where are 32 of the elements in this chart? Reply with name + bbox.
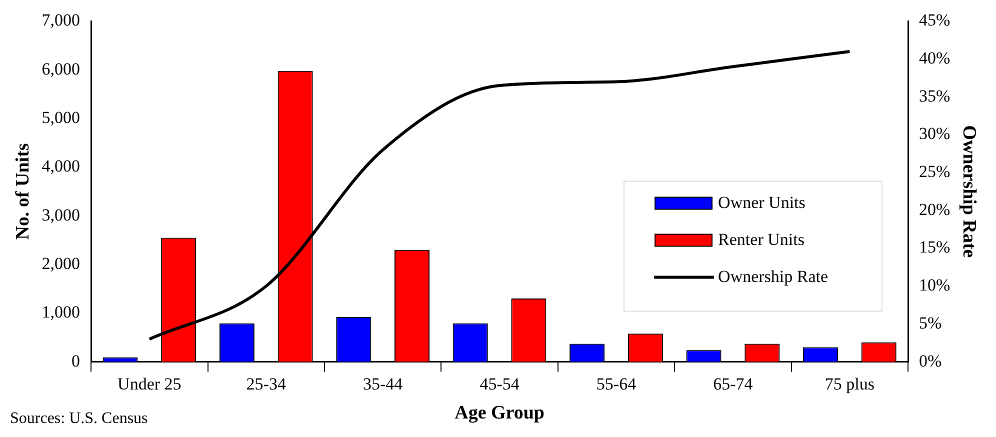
x-axis-title: Age Group [454,402,545,424]
x-tick-label: 35-44 [362,374,404,394]
y2-tick-label: 20% [919,200,950,219]
y-tick-label: 5,000 [42,108,80,127]
x-tick-label: 65-74 [713,374,754,394]
legend-label: Owner Units [718,192,806,212]
x-tick-label: 45-54 [480,374,520,394]
legend-label: Renter Units [718,230,804,249]
legend-label: Ownership Rate [718,266,828,286]
y2-tick-label: 10% [919,276,950,295]
y2-tick-label: 40% [919,48,950,68]
y2-tick-label: 25% [919,162,950,182]
y2-axis-title: Ownership Rate [958,125,980,258]
y-tick-label: 6,000 [42,59,80,78]
x-tick-label: 75 plus [824,374,874,394]
source-note: Sources: U.S. Census [10,410,148,428]
y-tick-label: 2,000 [42,254,80,273]
y2-tick-label: 15% [919,238,950,257]
y2-tick-label: 45% [919,10,950,30]
y-axis-title: No. of Units [12,143,34,240]
y-tick-label: 4,000 [42,156,80,176]
x-tick-label: 55-64 [596,374,637,394]
y-tick-label: 3,000 [42,205,80,224]
y2-tick-label: 30% [919,124,950,144]
y2-tick-label: 5% [919,313,942,332]
y2-tick-label: 35% [919,86,950,106]
x-tick-label: Under 25 [118,374,182,394]
y-tick-label: 1,000 [42,302,80,322]
x-tick-label: 25-34 [246,374,286,394]
y-tick-label: 7,000 [42,10,80,30]
y-tick-label: 0 [72,351,80,370]
y2-tick-label: 0% [919,351,942,370]
